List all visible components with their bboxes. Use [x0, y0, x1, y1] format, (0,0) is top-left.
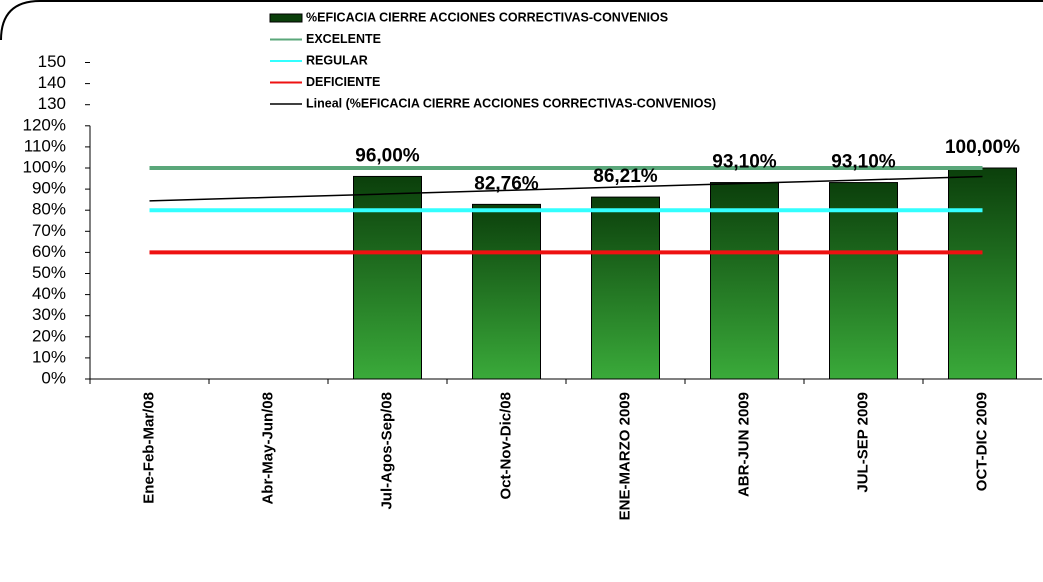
bar	[829, 182, 898, 380]
y-tick-label: 0%	[41, 368, 66, 387]
y-tick-label: 40%	[32, 284, 66, 303]
bar	[472, 203, 541, 380]
y-tick-label: 70%	[32, 221, 66, 240]
value-label: 100,00%	[945, 137, 1020, 158]
x-tick-label: Ene-Feb-Mar/08	[140, 392, 157, 504]
value-label: 96,00%	[355, 145, 420, 166]
legend-key	[269, 13, 303, 23]
y-tick-label: 50%	[32, 263, 66, 282]
y-tick-label: 140	[38, 73, 66, 92]
x-tick-label: OCT-DIC 2009	[973, 392, 990, 491]
value-label: 93,10%	[831, 152, 896, 173]
y-tick-label: 60%	[32, 242, 66, 261]
y-tick-label: 150	[38, 52, 66, 71]
value-label: 93,10%	[712, 152, 777, 173]
x-tick-label: ABR-JUN 2009	[735, 392, 752, 497]
trend-line	[149, 175, 983, 202]
y-tick-label: 130	[38, 94, 66, 113]
x-tick-label: JUL-SEP 2009	[854, 392, 871, 493]
y-tick-label: 110%	[24, 136, 66, 155]
y-tick-label: 20%	[32, 326, 66, 345]
y-tick-label: 100%	[23, 157, 66, 176]
legend-label: DEFICIENTE	[306, 75, 380, 89]
legend-label: %EFICACIA CIERRE ACCIONES CORRECTIVAS-CO…	[306, 10, 668, 24]
value-label: 82,76%	[474, 173, 539, 194]
x-tick-label: Oct-Nov-Dic/08	[497, 392, 514, 500]
chart-border	[0, 0, 1043, 41]
legend-label: Lineal (%EFICACIA CIERRE ACCIONES CORREC…	[306, 96, 716, 110]
x-tick-label: Abr-May-Jun/08	[259, 392, 276, 505]
bar	[353, 175, 422, 380]
bar	[591, 196, 660, 380]
legend-label: REGULAR	[306, 53, 368, 67]
legend-label: EXCELENTE	[306, 32, 381, 46]
y-tick-label: 30%	[32, 305, 66, 324]
y-tick-label: 10%	[32, 347, 66, 366]
x-tick-label: ENE-MARZO 2009	[616, 392, 633, 520]
x-tick-label: Jul-Agos-Sep/08	[378, 392, 395, 510]
y-tick-label: 90%	[32, 179, 66, 198]
y-tick-label: 120%	[23, 115, 66, 134]
y-tick-label: 80%	[32, 200, 66, 219]
bar	[710, 182, 779, 380]
value-label: 86,21%	[593, 166, 658, 187]
bar	[948, 167, 1017, 380]
